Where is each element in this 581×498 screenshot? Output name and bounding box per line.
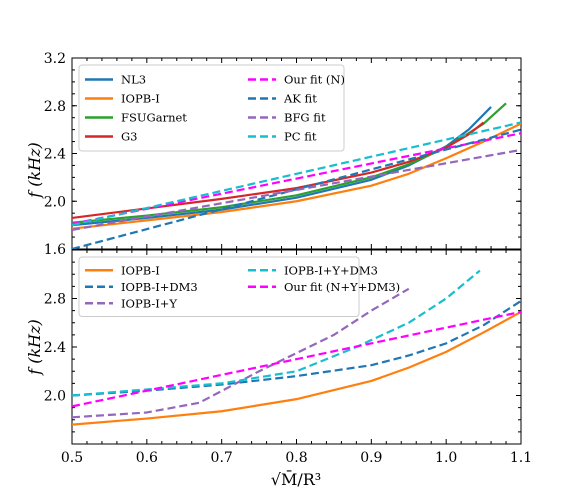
series-iopb-i-y-line: [72, 287, 410, 419]
bottom-xtick-label: 0.7: [211, 450, 233, 466]
top-ytick-label: 2.0: [44, 194, 66, 210]
bottom-panel-ticks: 2.0 2.4 2.8 0.5 0.6 0.7 0.8 0.9 1.0 1.1: [44, 249, 532, 466]
top-ytick-label: 1.6: [44, 242, 66, 258]
bottom-ylabel: f (kHz): [25, 319, 44, 376]
top-ylabel: f (kHz): [25, 142, 44, 199]
legend-label-iopb-i: IOPB-I: [121, 92, 160, 106]
legend-label-our-fit-n: Our fit (N): [284, 73, 345, 87]
bottom-panel-series: [72, 269, 521, 426]
series-our-fit-n-y-dm3-line: [72, 310, 521, 408]
bottom-xtick-label: 0.6: [136, 450, 158, 466]
bottom-xtick-label: 0.8: [285, 450, 307, 466]
legend-label-ak-fit: AK fit: [283, 92, 317, 106]
legend-label-bfg-fit: BFG fit: [284, 111, 326, 125]
series-g3-line: [72, 121, 485, 220]
legend-label-iopb-i-dm3: IOPB-I+DM3: [121, 280, 198, 294]
legend-label-nl3: NL3: [121, 73, 146, 87]
legend-label-iopb-i-y-dm3: IOPB-I+Y+DM3: [284, 263, 378, 277]
series-bfg-fit-line: [72, 148, 521, 231]
top-panel-series: [72, 102, 521, 249]
top-panel-ticks: 1.6 2.0 2.4 2.8 3.2: [44, 51, 522, 258]
legend-label-pc-fit: PC fit: [284, 130, 317, 144]
series-iopb-i-dm3-line: [72, 300, 521, 397]
series-iopb-i-line: [72, 310, 521, 426]
top-ytick-label: 2.4: [44, 147, 66, 163]
bottom-ytick-label: 2.8: [44, 292, 66, 308]
legend-label-fsugarnet: FSUGarnet: [121, 111, 187, 125]
bottom-xtick-label: 1.0: [435, 450, 457, 466]
bottom-xtick-label: 1.1: [510, 450, 532, 466]
top-panel-legend: NL3 IOPB-I FSUGarnet G3 Our fit (N) AK fit BFG…: [78, 64, 345, 152]
top-ytick-label: 2.8: [44, 99, 66, 115]
legend-label-g3: G3: [121, 130, 138, 144]
bottom-ytick-label: 2.0: [44, 389, 66, 405]
bottom-xtick-label: 0.9: [360, 450, 382, 466]
bottom-xtick-label: 0.5: [61, 450, 83, 466]
legend-label-iopb-i-y: IOPB-I+Y: [121, 296, 177, 310]
top-legend-box: [78, 64, 345, 152]
top-ytick-label: 3.2: [44, 51, 66, 67]
bottom-legend-box: [78, 256, 360, 317]
x-axis-label: √M̄/R³: [271, 468, 321, 489]
legend-label-iopb-i: IOPB-I: [121, 263, 160, 277]
series-pc-fit-line: [72, 121, 521, 227]
bottom-panel-legend: IOPB-I IOPB-I+DM3 IOPB-I+Y IOPB-I+Y+DM3 Our …: [78, 256, 400, 317]
bottom-ytick-label: 2.4: [44, 340, 66, 356]
series-iopb-i-line: [72, 122, 521, 230]
legend-label-our-fit-n-y-dm3: Our fit (N+Y+DM3): [284, 280, 400, 294]
